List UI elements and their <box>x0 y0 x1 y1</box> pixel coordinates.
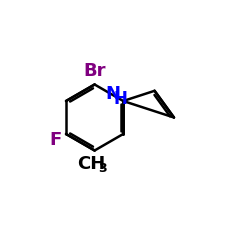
Text: CH: CH <box>78 155 106 173</box>
Text: Br: Br <box>83 62 106 80</box>
Text: N: N <box>106 85 120 103</box>
Text: F: F <box>50 131 62 149</box>
Text: H: H <box>114 90 128 108</box>
Text: 3: 3 <box>98 162 107 174</box>
